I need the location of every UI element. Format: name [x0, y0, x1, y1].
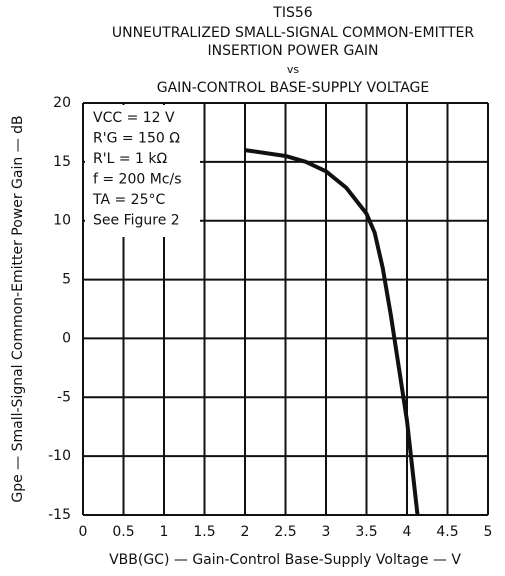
x-tick-label: 3.5: [355, 524, 377, 540]
x-tick-label: 4: [403, 524, 412, 540]
y-tick-label: 0: [62, 330, 71, 346]
annotation: VCC = 12 V: [93, 110, 175, 126]
title-line: INSERTION POWER GAIN: [207, 43, 378, 59]
x-tick-label: 1.5: [193, 524, 215, 540]
y-tick-label: -10: [48, 448, 71, 464]
title-line: UNNEUTRALIZED SMALL-SIGNAL COMMON-EMITTE…: [112, 25, 475, 41]
title-line: vs: [287, 63, 300, 76]
y-tick-label: 10: [53, 213, 71, 229]
annotation: f = 200 Mc/s: [93, 172, 182, 188]
x-tick-label: 3: [322, 524, 331, 540]
y-tick-label: -5: [57, 389, 71, 405]
x-tick-label: 2.5: [274, 524, 296, 540]
title-line: TIS56: [272, 5, 312, 21]
y-tick-label: 5: [62, 272, 71, 288]
y-axis-label: Gpe — Small-Signal Common-Emitter Power …: [10, 115, 26, 502]
y-tick-label: 15: [53, 154, 71, 170]
annotation: R'L = 1 kΩ: [93, 151, 167, 167]
data-line: [244, 148, 420, 516]
x-tick-label: 5: [484, 524, 493, 540]
x-tick-label: 4.5: [436, 524, 458, 540]
x-tick-label: 1: [160, 524, 169, 540]
title-line: GAIN-CONTROL BASE-SUPPLY VOLTAGE: [157, 80, 430, 96]
x-axis-label: VBB(GC) — Gain-Control Base-Supply Volta…: [109, 552, 461, 568]
y-tick-label: -15: [48, 507, 71, 523]
annotation-box: [85, 105, 200, 237]
x-tick-label: 0: [79, 524, 88, 540]
x-tick-label: 0.5: [112, 524, 134, 540]
annotation: TA = 25°C: [92, 192, 165, 208]
x-tick-label: 2: [241, 524, 250, 540]
y-tick-label: 20: [53, 95, 71, 111]
annotation: See Figure 2: [93, 213, 180, 229]
annotation: R'G = 150 Ω: [93, 131, 180, 147]
